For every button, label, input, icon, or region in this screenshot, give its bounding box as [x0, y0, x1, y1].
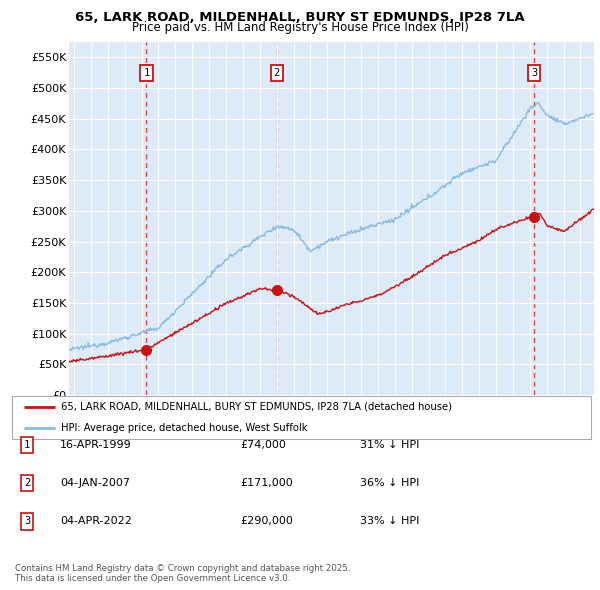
Text: 2: 2 [274, 68, 280, 78]
Text: 65, LARK ROAD, MILDENHALL, BURY ST EDMUNDS, IP28 7LA: 65, LARK ROAD, MILDENHALL, BURY ST EDMUN… [75, 11, 525, 24]
Text: 3: 3 [531, 68, 538, 78]
Text: £290,000: £290,000 [240, 516, 293, 526]
Text: Contains HM Land Registry data © Crown copyright and database right 2025.
This d: Contains HM Land Registry data © Crown c… [15, 563, 350, 583]
Text: 65, LARK ROAD, MILDENHALL, BURY ST EDMUNDS, IP28 7LA (detached house): 65, LARK ROAD, MILDENHALL, BURY ST EDMUN… [61, 402, 452, 412]
Text: 2: 2 [24, 478, 30, 488]
Text: 36% ↓ HPI: 36% ↓ HPI [360, 478, 419, 488]
Text: 31% ↓ HPI: 31% ↓ HPI [360, 440, 419, 450]
Text: 04-APR-2022: 04-APR-2022 [60, 516, 132, 526]
Text: £74,000: £74,000 [240, 440, 286, 450]
Text: 1: 1 [143, 68, 149, 78]
Text: 16-APR-1999: 16-APR-1999 [60, 440, 132, 450]
Text: £171,000: £171,000 [240, 478, 293, 488]
Text: 1: 1 [24, 440, 30, 450]
Text: 33% ↓ HPI: 33% ↓ HPI [360, 516, 419, 526]
Text: Price paid vs. HM Land Registry's House Price Index (HPI): Price paid vs. HM Land Registry's House … [131, 21, 469, 34]
Text: 3: 3 [24, 516, 30, 526]
Text: HPI: Average price, detached house, West Suffolk: HPI: Average price, detached house, West… [61, 423, 308, 433]
Text: 04-JAN-2007: 04-JAN-2007 [60, 478, 130, 488]
